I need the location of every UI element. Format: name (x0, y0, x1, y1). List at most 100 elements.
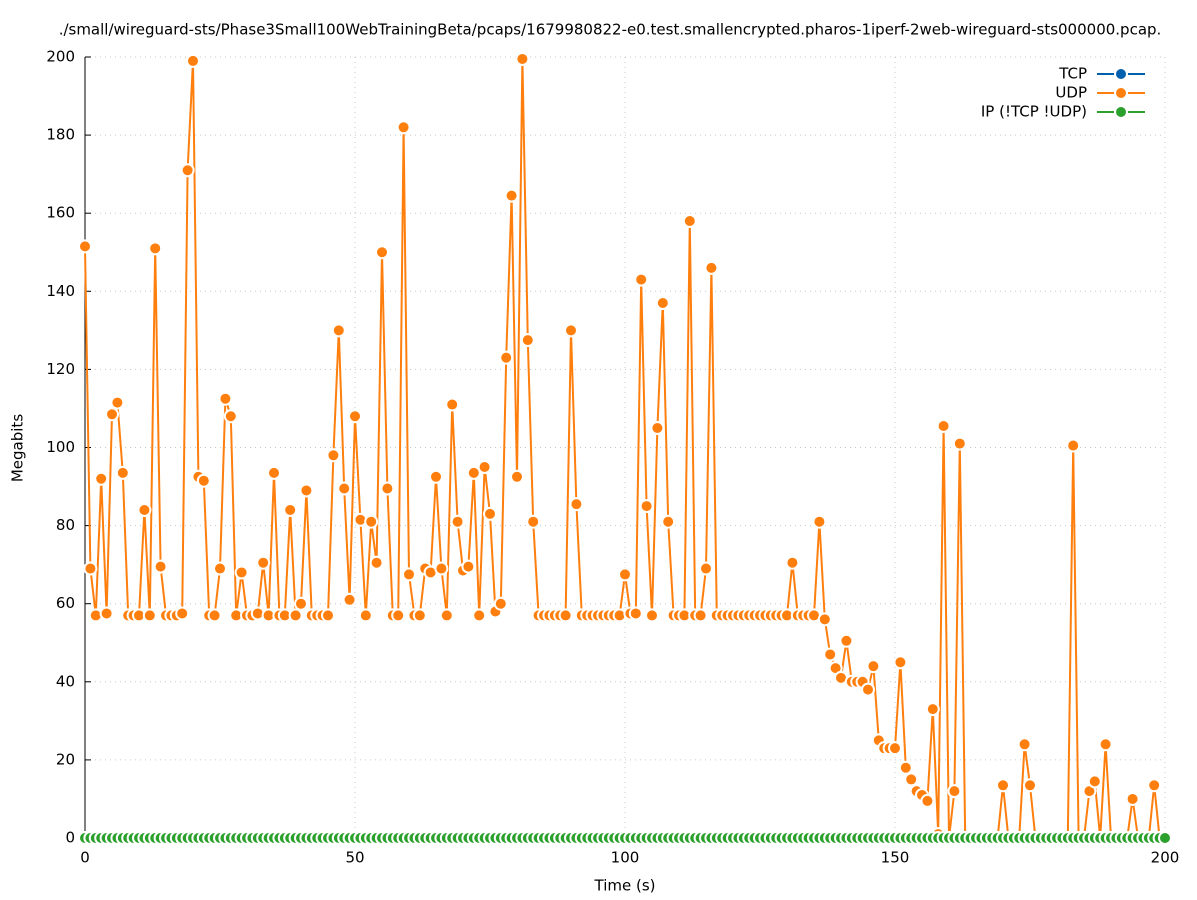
data-point (526, 514, 541, 529)
data-point (115, 465, 130, 480)
data-point (267, 465, 281, 480)
data-point (520, 333, 535, 348)
y-axis-label: Megabits (9, 414, 27, 482)
data-point (331, 323, 346, 338)
y-tick-label: 0 (65, 829, 75, 847)
data-point (655, 296, 670, 311)
y-tick-label: 40 (56, 672, 75, 690)
data-point (817, 612, 832, 627)
data-point (402, 567, 416, 582)
x-tick-label: 100 (611, 849, 640, 867)
data-point (294, 596, 308, 611)
data-point (947, 784, 962, 799)
data-point (682, 214, 697, 229)
data-point (207, 608, 222, 623)
series-line (84, 58, 1165, 839)
data-point (391, 608, 406, 623)
data-point (348, 409, 362, 424)
data-point (812, 514, 827, 529)
chart-title: ./small/wireguard-sts/Phase3Small100WebT… (59, 21, 1162, 39)
data-point (94, 471, 109, 486)
legend-label: IP (!TCP !UDP) (981, 103, 1087, 121)
data-point (256, 555, 271, 570)
data-point (1066, 438, 1081, 453)
data-point (429, 469, 443, 484)
data-point (904, 772, 919, 787)
y-tick-label: 140 (46, 282, 75, 300)
data-point (461, 559, 476, 574)
data-point (450, 514, 465, 529)
data-point (483, 506, 497, 521)
data-point (321, 608, 335, 623)
data-point (477, 460, 492, 475)
y-tick-label: 160 (46, 204, 75, 222)
data-point (472, 608, 487, 623)
x-axis-label: Time (s) (594, 877, 656, 895)
y-tick-label: 200 (46, 48, 75, 66)
data-point (515, 51, 530, 66)
data-point (925, 702, 940, 717)
data-point (137, 502, 152, 517)
y-tick-label: 120 (46, 360, 75, 378)
data-point (78, 239, 92, 254)
data-point (888, 741, 902, 756)
data-point (342, 592, 357, 607)
data-point (337, 481, 352, 496)
data-point (650, 420, 665, 435)
legend-marker (1114, 105, 1128, 119)
data-point (223, 409, 238, 424)
y-tick-label: 180 (46, 126, 75, 144)
data-point (569, 497, 584, 512)
data-point (499, 350, 514, 365)
data-point (645, 608, 659, 623)
data-point (628, 606, 643, 621)
data-point (358, 608, 373, 623)
data-point (396, 120, 411, 135)
data-point (823, 647, 838, 662)
data-point (105, 407, 119, 422)
data-point (283, 502, 298, 517)
data-point (996, 778, 1010, 793)
data-point (1098, 737, 1113, 752)
data-point (936, 419, 951, 434)
data-point (175, 606, 190, 621)
data-point (326, 448, 341, 463)
data-point (213, 561, 227, 576)
data-point (153, 559, 168, 574)
data-point (861, 682, 875, 697)
data-point (99, 606, 114, 621)
data-point (196, 473, 211, 488)
data-point (1087, 774, 1102, 789)
data-point (558, 608, 573, 623)
data-point (839, 633, 854, 648)
y-tick-label: 20 (56, 750, 75, 768)
data-point (504, 188, 519, 203)
data-point (218, 391, 233, 406)
data-point (110, 395, 125, 410)
data-point (434, 561, 449, 576)
data-point (893, 655, 908, 670)
data-point (699, 561, 713, 576)
data-point (618, 567, 632, 582)
x-tick-label: 150 (881, 849, 910, 867)
data-point (1023, 778, 1037, 793)
data-point (180, 163, 195, 178)
data-point (380, 481, 395, 496)
x-tick-label: 50 (345, 849, 364, 867)
data-point (1017, 737, 1032, 752)
x-tick-label: 0 (80, 849, 90, 867)
data-point (634, 272, 649, 287)
data-point (148, 241, 163, 256)
legend-marker (1114, 86, 1128, 100)
data-point (1158, 831, 1172, 845)
data-point (693, 608, 708, 623)
data-point (493, 596, 508, 611)
data-point (1147, 778, 1162, 793)
data-point (288, 608, 303, 623)
data-point (445, 397, 460, 412)
data-point (83, 561, 98, 576)
legend-marker (1114, 67, 1128, 81)
data-point (661, 514, 676, 529)
data-point (299, 483, 314, 498)
data-point (375, 245, 389, 260)
